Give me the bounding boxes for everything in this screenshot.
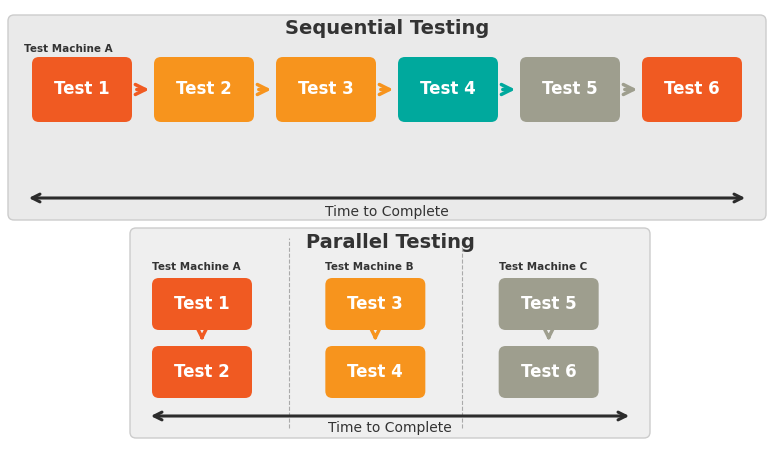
Text: Test 2: Test 2 bbox=[176, 81, 232, 99]
Text: Test 5: Test 5 bbox=[543, 81, 598, 99]
FancyBboxPatch shape bbox=[642, 57, 742, 122]
FancyBboxPatch shape bbox=[520, 57, 620, 122]
Text: Time to Complete: Time to Complete bbox=[325, 205, 449, 219]
Text: Test 3: Test 3 bbox=[298, 81, 354, 99]
Text: Sequential Testing: Sequential Testing bbox=[285, 19, 489, 39]
FancyBboxPatch shape bbox=[154, 57, 254, 122]
FancyBboxPatch shape bbox=[398, 57, 498, 122]
FancyBboxPatch shape bbox=[152, 346, 252, 398]
Text: Test 1: Test 1 bbox=[54, 81, 110, 99]
Text: Test Machine C: Test Machine C bbox=[498, 262, 587, 272]
FancyBboxPatch shape bbox=[498, 346, 598, 398]
FancyBboxPatch shape bbox=[276, 57, 376, 122]
FancyBboxPatch shape bbox=[32, 57, 132, 122]
Text: Time to Complete: Time to Complete bbox=[328, 421, 452, 435]
Text: Test 5: Test 5 bbox=[521, 295, 577, 313]
Text: Test Machine A: Test Machine A bbox=[24, 44, 113, 54]
Text: Parallel Testing: Parallel Testing bbox=[306, 233, 474, 252]
Text: Test 2: Test 2 bbox=[174, 363, 230, 381]
Text: Test Machine A: Test Machine A bbox=[152, 262, 241, 272]
FancyBboxPatch shape bbox=[8, 15, 766, 220]
Text: Test 6: Test 6 bbox=[664, 81, 720, 99]
Text: Test 4: Test 4 bbox=[348, 363, 403, 381]
FancyBboxPatch shape bbox=[498, 278, 598, 330]
Text: Test 3: Test 3 bbox=[348, 295, 403, 313]
FancyBboxPatch shape bbox=[325, 346, 426, 398]
FancyBboxPatch shape bbox=[130, 228, 650, 438]
FancyBboxPatch shape bbox=[152, 278, 252, 330]
Text: Test 4: Test 4 bbox=[420, 81, 476, 99]
Text: Test Machine B: Test Machine B bbox=[325, 262, 414, 272]
Text: Test 1: Test 1 bbox=[174, 295, 230, 313]
FancyBboxPatch shape bbox=[325, 278, 426, 330]
Text: Test 6: Test 6 bbox=[521, 363, 577, 381]
